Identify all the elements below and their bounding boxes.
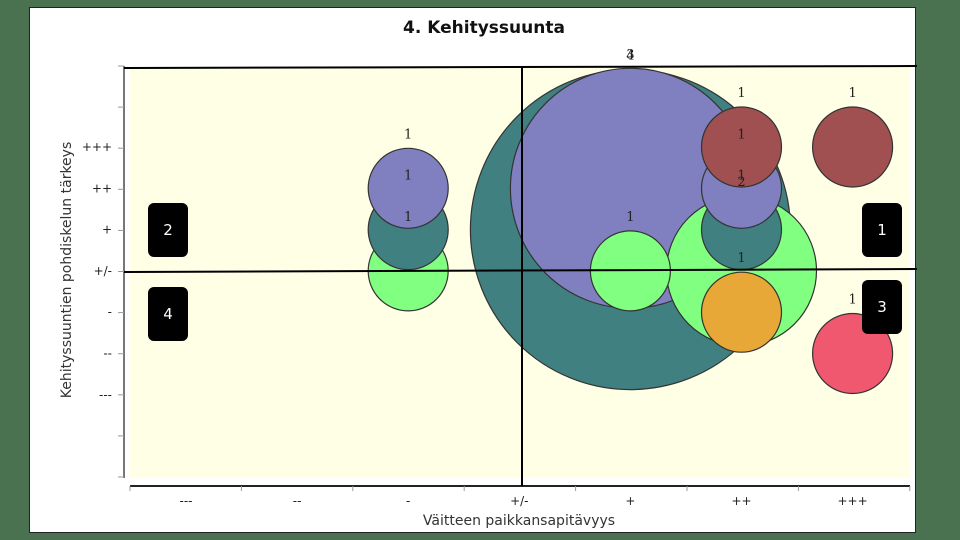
- x-ticks: --- -- - +/- + ++ +++: [129, 486, 911, 508]
- y-ticks: +++++++/-------: [82, 65, 124, 478]
- top-line: [123, 65, 918, 69]
- bubble-count-label: 1: [737, 251, 745, 266]
- y-axis-title: Kehityssuuntien pohdiskelun tärkeys: [59, 142, 75, 398]
- horizontal-divider: [123, 268, 918, 273]
- y-tick-label: ---: [99, 388, 112, 402]
- y-tick-label: -: [108, 305, 112, 319]
- x-tick-label: -: [406, 494, 410, 508]
- x-tick-label: +/-: [510, 494, 528, 508]
- bubble-count-label: 4: [626, 49, 634, 64]
- bubble[interactable]: [811, 106, 894, 188]
- bubble[interactable]: [367, 147, 449, 229]
- x-tick-label: +++: [838, 494, 868, 508]
- x-tick-label: --: [293, 494, 302, 508]
- y-tick-label: +: [102, 223, 112, 237]
- bubble-count-label: 1: [848, 293, 856, 308]
- bubble-count-label: 1: [737, 127, 745, 142]
- y-tick-label: --: [103, 347, 112, 361]
- bubble-count-label: 3: [626, 47, 634, 62]
- bubble-count-label: 1: [404, 169, 412, 184]
- y-tick-label: ++: [92, 181, 112, 195]
- bubble-count-label: 1: [404, 127, 412, 142]
- x-axis-title: Väitteen paikkansapitävyys: [423, 513, 615, 529]
- bubble-count-label: 2: [737, 175, 745, 190]
- bubble-count-label: 1: [737, 169, 745, 184]
- x-tick-label: ---: [180, 494, 193, 508]
- x-tick-label: ++: [731, 494, 751, 508]
- quadrant-badge-4: 4: [148, 287, 188, 341]
- chart-title: 4. Kehityssuunta: [403, 18, 565, 38]
- bubble-count-label: 1: [626, 210, 634, 225]
- bubble-count-label: 1: [848, 86, 856, 101]
- x-tick-label: +: [625, 494, 635, 508]
- bubble[interactable]: [700, 106, 783, 188]
- y-tick-label: +++: [82, 140, 112, 154]
- bubbles-layer: [367, 67, 894, 395]
- bubble[interactable]: [700, 271, 783, 353]
- bubble-count-label: 1: [737, 86, 745, 101]
- quadrant-badge-3: 3: [862, 280, 902, 334]
- y-tick-label: +/-: [94, 264, 112, 278]
- quadrant-badge-1: 1: [862, 203, 902, 257]
- quadrant-badge-2: 2: [148, 203, 188, 257]
- bubble-count-label: 1: [404, 210, 412, 225]
